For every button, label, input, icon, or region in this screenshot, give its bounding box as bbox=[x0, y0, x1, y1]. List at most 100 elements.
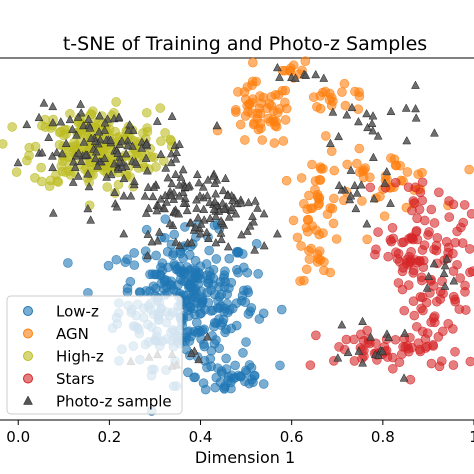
data-point bbox=[318, 87, 328, 98]
data-point bbox=[411, 321, 422, 332]
data-point bbox=[452, 226, 462, 237]
data-point bbox=[413, 169, 423, 180]
data-point bbox=[430, 128, 439, 137]
data-point bbox=[449, 276, 459, 285]
data-point bbox=[178, 187, 188, 197]
data-point bbox=[218, 273, 229, 283]
data-point bbox=[255, 108, 266, 119]
data-point bbox=[242, 226, 252, 235]
data-point bbox=[328, 96, 338, 107]
data-point bbox=[379, 211, 390, 221]
data-point bbox=[408, 196, 419, 206]
data-point bbox=[210, 178, 220, 187]
data-point bbox=[174, 180, 184, 189]
data-point bbox=[422, 283, 432, 292]
data-point bbox=[70, 162, 80, 171]
data-point bbox=[399, 373, 409, 382]
data-point bbox=[102, 182, 113, 192]
data-point bbox=[83, 169, 93, 178]
data-point bbox=[329, 165, 340, 176]
data-point bbox=[192, 203, 202, 212]
data-point bbox=[288, 215, 299, 226]
legend-label: Low-z bbox=[56, 303, 99, 321]
data-point bbox=[76, 108, 86, 117]
data-point bbox=[30, 141, 41, 152]
data-point bbox=[415, 187, 426, 198]
data-point bbox=[204, 245, 214, 256]
data-point bbox=[13, 157, 23, 167]
data-point bbox=[351, 203, 361, 213]
data-point bbox=[189, 273, 200, 283]
data-point bbox=[124, 125, 133, 134]
data-point bbox=[242, 267, 253, 278]
data-point bbox=[319, 73, 329, 82]
data-point bbox=[443, 318, 454, 329]
data-point bbox=[34, 112, 44, 122]
data-point bbox=[275, 360, 285, 371]
data-point bbox=[416, 303, 426, 314]
data-point bbox=[7, 122, 17, 132]
data-point bbox=[168, 248, 179, 258]
legend-label: AGN bbox=[56, 325, 89, 343]
data-point bbox=[356, 329, 366, 340]
data-point bbox=[11, 167, 22, 177]
data-point bbox=[221, 353, 231, 364]
data-point bbox=[218, 198, 227, 207]
data-point bbox=[397, 266, 408, 277]
data-point bbox=[54, 127, 65, 138]
data-point bbox=[429, 218, 440, 228]
data-point bbox=[347, 102, 357, 112]
data-point bbox=[288, 60, 299, 71]
data-point bbox=[339, 78, 350, 89]
data-point bbox=[184, 250, 195, 260]
data-point bbox=[181, 295, 191, 306]
data-point bbox=[110, 187, 120, 196]
data-point bbox=[306, 243, 316, 254]
data-point bbox=[281, 175, 292, 186]
data-point bbox=[192, 169, 202, 179]
data-point bbox=[354, 116, 363, 126]
data-point bbox=[149, 182, 159, 191]
data-point bbox=[172, 264, 183, 275]
data-point bbox=[337, 320, 347, 329]
data-point bbox=[459, 200, 470, 210]
data-point bbox=[378, 346, 387, 356]
data-point bbox=[142, 123, 152, 133]
data-point bbox=[167, 111, 177, 120]
data-point bbox=[216, 234, 226, 244]
data-point bbox=[199, 339, 209, 350]
data-point bbox=[165, 218, 175, 228]
data-point bbox=[196, 219, 206, 228]
data-point bbox=[213, 295, 223, 306]
data-point bbox=[166, 136, 176, 146]
data-point bbox=[141, 208, 151, 217]
data-point bbox=[386, 106, 396, 115]
data-point bbox=[161, 163, 171, 172]
data-point bbox=[269, 138, 280, 148]
data-point bbox=[84, 114, 93, 123]
data-point bbox=[147, 269, 158, 279]
data-point bbox=[163, 173, 173, 182]
data-point bbox=[174, 139, 184, 148]
data-point bbox=[272, 229, 282, 238]
data-point bbox=[0, 139, 8, 149]
data-point bbox=[194, 354, 204, 364]
data-point bbox=[304, 254, 315, 265]
data-point bbox=[403, 182, 414, 193]
data-point bbox=[411, 103, 420, 113]
data-point bbox=[402, 135, 412, 145]
data-point bbox=[48, 208, 58, 217]
data-point bbox=[216, 366, 227, 376]
data-point bbox=[369, 194, 379, 203]
data-point bbox=[160, 190, 170, 200]
data-point bbox=[334, 342, 344, 352]
data-point bbox=[175, 240, 185, 250]
data-point bbox=[373, 131, 383, 140]
legend-marker bbox=[23, 395, 33, 405]
data-point bbox=[160, 214, 171, 224]
data-point bbox=[460, 280, 470, 291]
data-point bbox=[189, 372, 199, 383]
data-point bbox=[52, 176, 63, 186]
data-point bbox=[308, 92, 319, 102]
